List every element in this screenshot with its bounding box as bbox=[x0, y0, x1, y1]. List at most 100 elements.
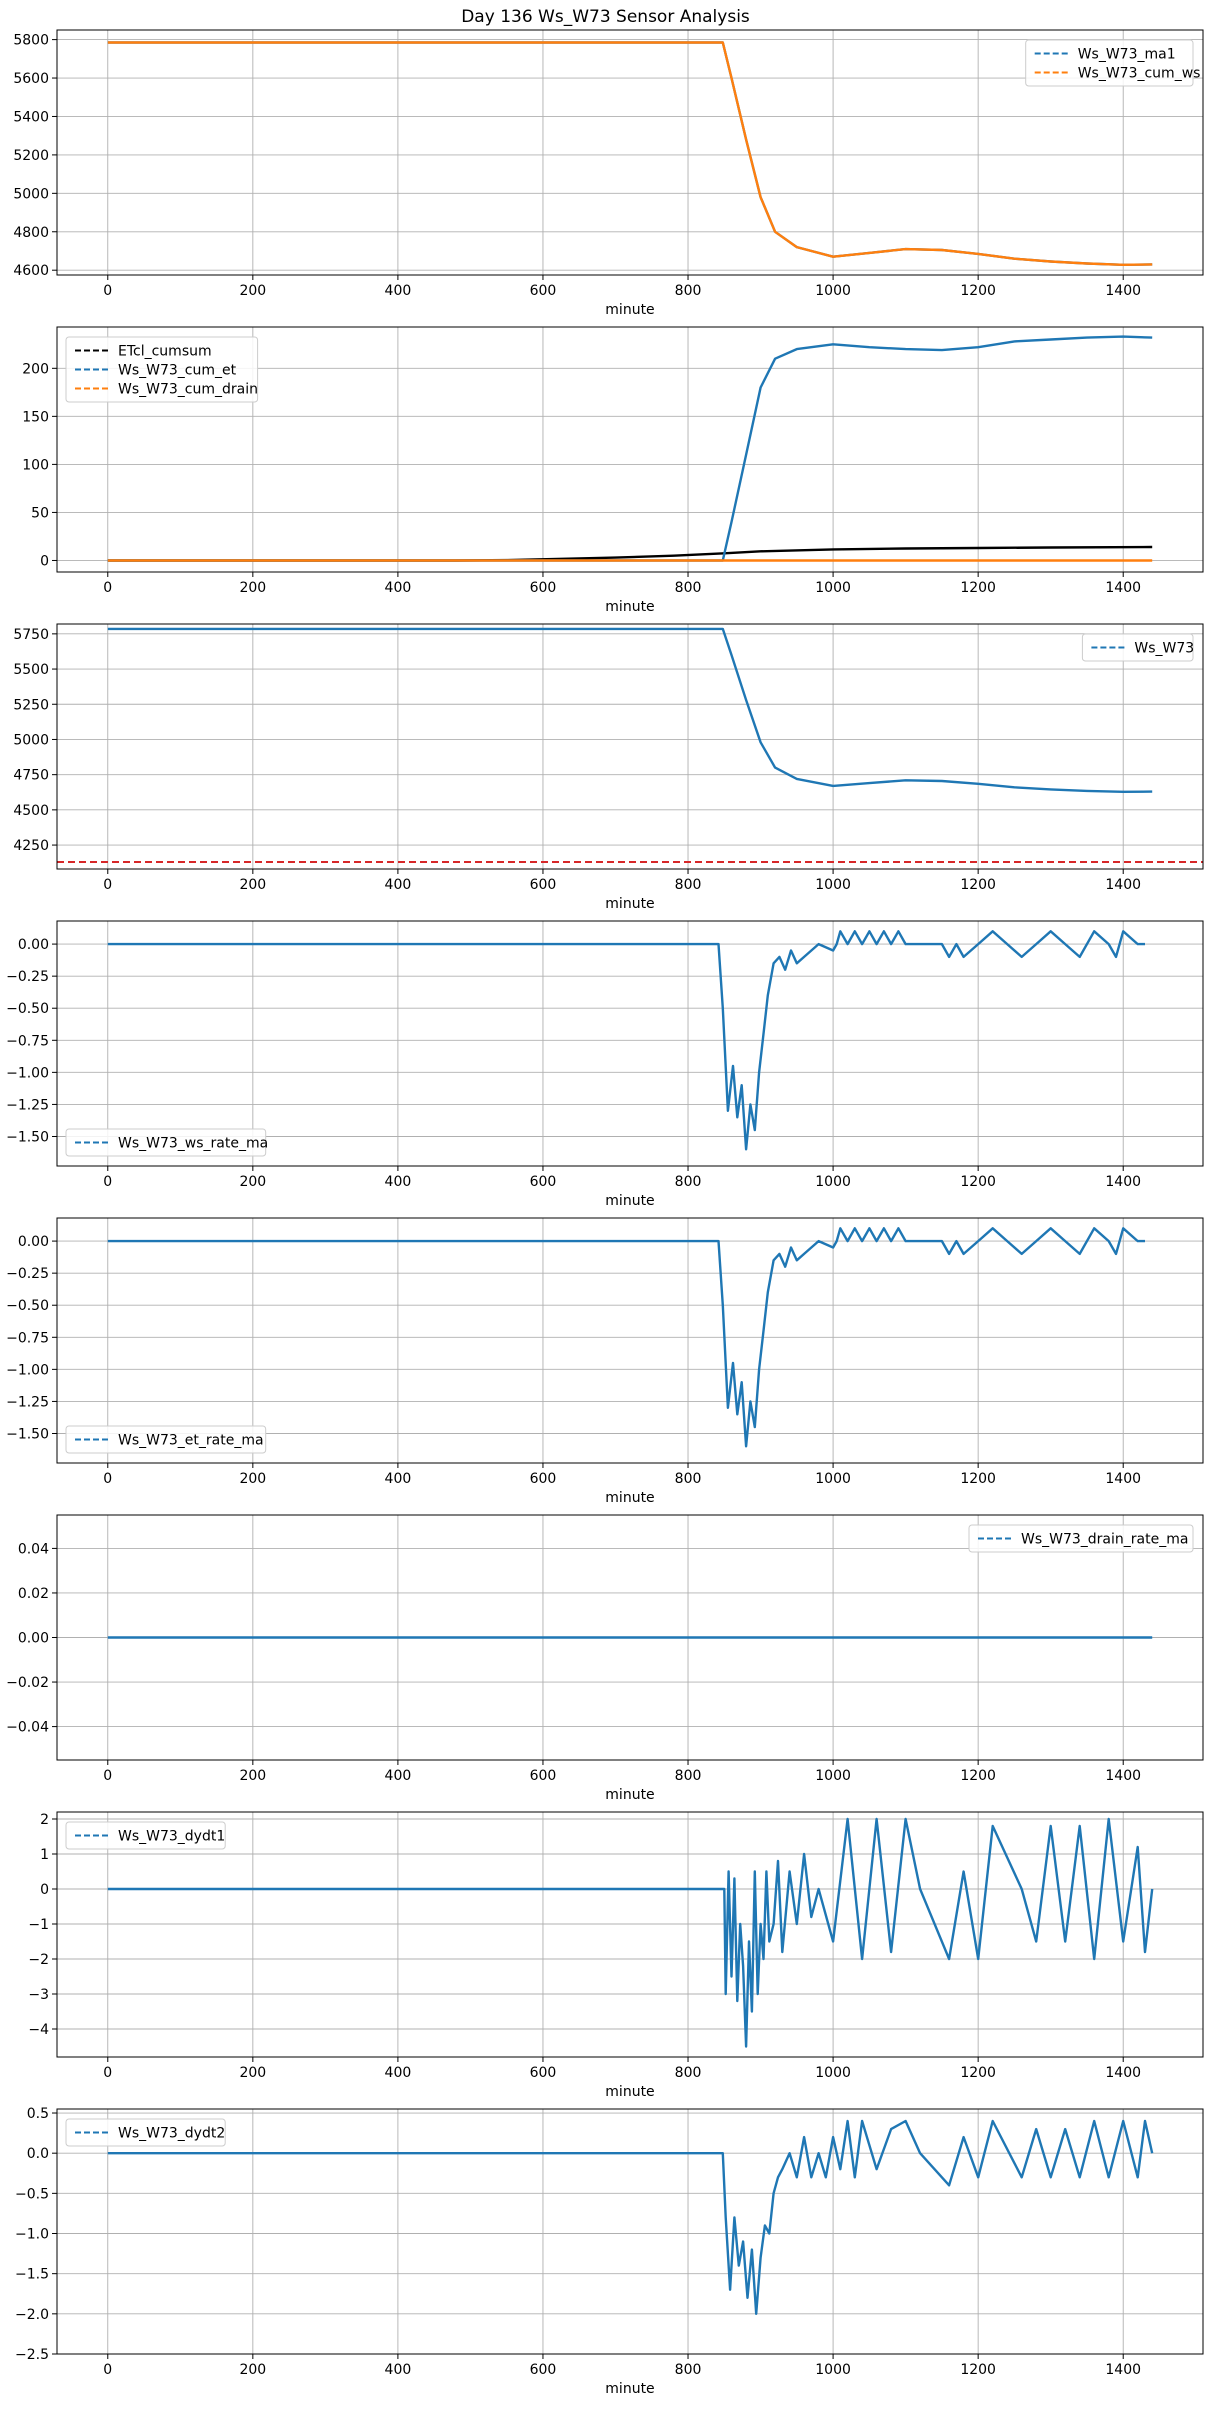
x-tick-label: 1200 bbox=[960, 1471, 996, 1487]
x-tick-label: 1400 bbox=[1105, 1174, 1141, 1190]
x-tick-label: 400 bbox=[385, 1768, 412, 1784]
x-axis-label: minute bbox=[605, 1193, 654, 1209]
series-line-Ws_W73_dydt2 bbox=[107, 2119, 1154, 2315]
x-tick-label: 0 bbox=[103, 877, 112, 893]
x-tick-label: 1400 bbox=[1105, 877, 1141, 893]
subplot-4: 0 200 400 600 800 1000 1200 1400 −1.50 −1.25 −1.00… bbox=[6, 920, 1204, 1209]
x-tick-label: 1400 bbox=[1105, 580, 1141, 596]
x-tick-label: 0 bbox=[103, 2362, 112, 2378]
y-tick-label: 5000 bbox=[13, 732, 49, 748]
legend: Ws_W73_ws_rate_ma bbox=[65, 1128, 268, 1157]
x-tick-label: 0 bbox=[103, 1174, 112, 1190]
x-tick-label: 800 bbox=[675, 2065, 702, 2081]
plot-area bbox=[57, 30, 1203, 275]
y-tick-label: 2 bbox=[40, 1812, 49, 1828]
x-axis-label: minute bbox=[605, 2084, 654, 2100]
subplots: 0 200 400 600 800 1000 1200 1400460048005000520… bbox=[6, 29, 1204, 2397]
subplot-8: 0 200 400 600 800 1000 1200 1400 −2.5 −2.0 −1.5 −1.… bbox=[15, 2106, 1204, 2397]
x-tick-label: 200 bbox=[239, 283, 266, 299]
y-tick-label: 5400 bbox=[13, 109, 49, 125]
y-tick-label: 0.04 bbox=[18, 1541, 49, 1557]
y-tick-label: 0.00 bbox=[18, 1234, 49, 1250]
legend-label: Ws_W73_et_rate_ma bbox=[118, 1433, 264, 1449]
y-tick-label: −0.5 bbox=[15, 2186, 49, 2202]
x-tick-label: 1000 bbox=[815, 580, 851, 596]
legend-box bbox=[1025, 39, 1194, 87]
x-tick-label: 1400 bbox=[1105, 2065, 1141, 2081]
x-tick-label: 600 bbox=[530, 2362, 557, 2378]
series-line-Ws_W73 bbox=[107, 627, 1153, 793]
y-tick-label: −4 bbox=[28, 2022, 49, 2038]
y-tick-label: 150 bbox=[22, 409, 49, 425]
subplot-1: 0 200 400 600 800 1000 1200 1400 4600 4800 5000 520… bbox=[13, 29, 1204, 318]
y-tick-label: −3 bbox=[28, 1987, 49, 2003]
y-tick-label: −0.25 bbox=[6, 1266, 49, 1282]
x-tick-label: 1200 bbox=[960, 1768, 996, 1784]
y-tick-label: −1.5 bbox=[15, 2267, 49, 2283]
legend-label: Ws_W73_dydt1 bbox=[118, 1829, 225, 1845]
x-tick-label: 200 bbox=[239, 877, 266, 893]
x-tick-label: 800 bbox=[675, 877, 702, 893]
y-tick-label: 0.00 bbox=[18, 937, 49, 953]
y-tick-label: 0.02 bbox=[18, 1586, 49, 1602]
y-tick-label: −1.00 bbox=[6, 1065, 49, 1081]
axes-frame bbox=[56, 29, 1204, 276]
x-tick-label: 1000 bbox=[815, 1174, 851, 1190]
series-line-Ws_W73_dydt1 bbox=[107, 1817, 1154, 2048]
legend-box bbox=[65, 1425, 267, 1454]
y-tick-label: 5000 bbox=[13, 186, 49, 202]
y-tick-label: −1.0 bbox=[15, 2227, 49, 2243]
y-tick-label: −0.50 bbox=[6, 1298, 49, 1314]
y-tick-label: −1.25 bbox=[6, 1394, 49, 1410]
legend: Ws_W73 bbox=[1081, 633, 1194, 662]
y-tick-label: −1.00 bbox=[6, 1362, 49, 1378]
legend-box bbox=[65, 2118, 226, 2147]
y-tick-label: 0.00 bbox=[18, 1631, 49, 1647]
y-tick-label: 1 bbox=[40, 1847, 49, 1863]
x-tick-label: 1000 bbox=[815, 2065, 851, 2081]
x-tick-label: 200 bbox=[239, 2065, 266, 2081]
x-axis-label: minute bbox=[605, 599, 654, 615]
y-tick-label: 4600 bbox=[13, 263, 49, 279]
legend-box bbox=[65, 1821, 226, 1850]
axes-frame bbox=[56, 1811, 1204, 2058]
y-tick-label: 0.5 bbox=[27, 2106, 49, 2122]
legend-box bbox=[65, 336, 259, 403]
y-tick-label: 50 bbox=[31, 505, 49, 521]
y-tick-label: 5800 bbox=[13, 33, 49, 49]
y-tick-label: −0.75 bbox=[6, 1330, 49, 1346]
subplot-7: 0 200 400 600 800 1000 1200 1400 −4 −3 −2 −1 0 1 2 minu… bbox=[28, 1811, 1204, 2100]
x-tick-label: 1000 bbox=[815, 2362, 851, 2378]
x-tick-label: 0 bbox=[103, 580, 112, 596]
y-tick-label: −2.5 bbox=[15, 2347, 49, 2363]
x-tick-label: 1200 bbox=[960, 580, 996, 596]
x-tick-label: 1400 bbox=[1105, 283, 1141, 299]
y-tick-label: 5500 bbox=[13, 662, 49, 678]
axes-frame bbox=[56, 623, 1204, 870]
x-tick-label: 400 bbox=[385, 1471, 412, 1487]
x-tick-label: 200 bbox=[239, 580, 266, 596]
figure-title: Day 136 Ws_W73 Sensor Analysis bbox=[461, 7, 750, 27]
legend: ETcl_cumsum Ws_W73_cum_et Ws_W73_cum_drain bbox=[65, 336, 259, 403]
y-tick-label: −0.25 bbox=[6, 969, 49, 985]
axes-frame bbox=[56, 2108, 1204, 2355]
x-axis-label: minute bbox=[605, 896, 654, 912]
y-tick-label: 4500 bbox=[13, 803, 49, 819]
series-line-Ws_W73_cum_et bbox=[107, 335, 1153, 562]
subplot-3: 0 200 400 600 800 1000 1200 1400 4250 4500 4750 500… bbox=[13, 623, 1204, 912]
axes-frame bbox=[56, 326, 1204, 573]
plot-area bbox=[57, 1218, 1203, 1463]
x-tick-label: 600 bbox=[530, 1768, 557, 1784]
x-tick-label: 400 bbox=[385, 2065, 412, 2081]
y-tick-label: 200 bbox=[22, 361, 49, 377]
x-tick-label: 600 bbox=[530, 1174, 557, 1190]
y-tick-label: 0 bbox=[40, 1882, 49, 1898]
x-tick-label: 200 bbox=[239, 1174, 266, 1190]
x-tick-label: 1200 bbox=[960, 2362, 996, 2378]
x-tick-label: 1400 bbox=[1105, 2362, 1141, 2378]
x-tick-label: 800 bbox=[675, 2362, 702, 2378]
legend-box bbox=[65, 1128, 267, 1157]
legend-label: ETcl_cumsum bbox=[118, 344, 212, 360]
y-tick-label: 5750 bbox=[13, 627, 49, 643]
